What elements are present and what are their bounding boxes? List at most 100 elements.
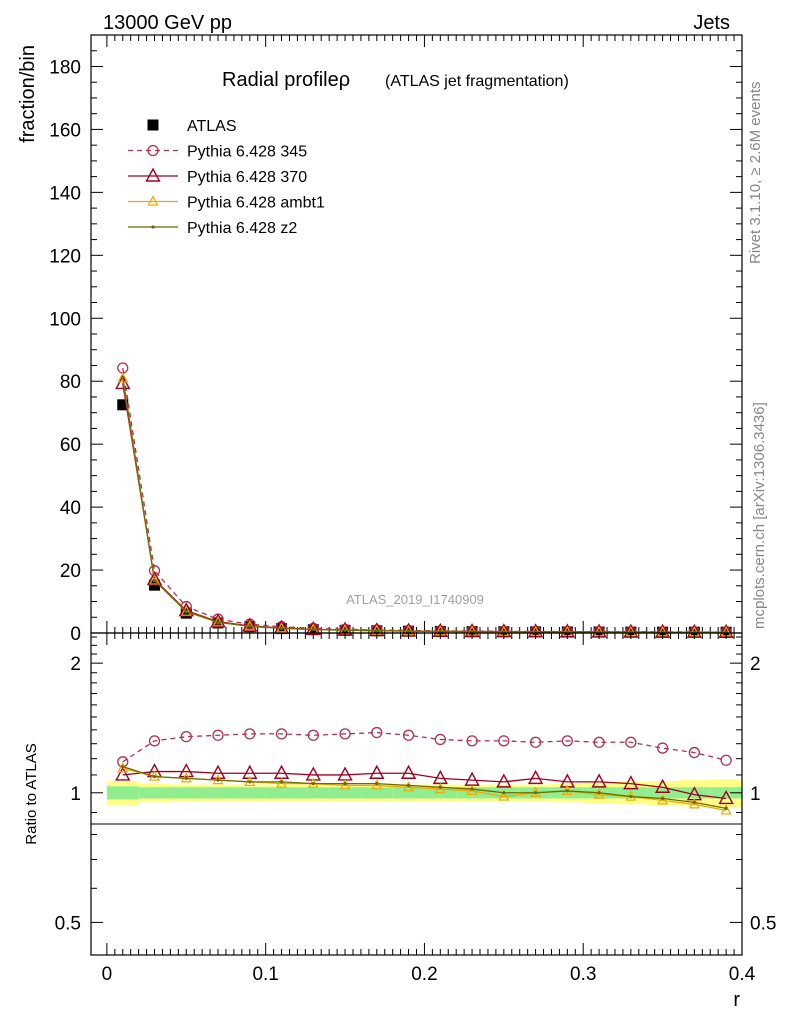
top-series-point <box>438 629 442 633</box>
ratio-series-point <box>406 783 411 788</box>
top-series-point <box>117 399 129 411</box>
ratio-series-point <box>337 766 353 781</box>
ratio-series-point <box>216 778 220 782</box>
ratio-series-point <box>498 790 510 801</box>
top-series-point <box>375 629 379 633</box>
top-chart-subtitle: (ATLAS jet fragmentation) <box>385 73 569 90</box>
ratio-band-inner <box>265 787 298 799</box>
ratio-series-point <box>148 735 161 747</box>
ratio-band-inner <box>456 787 488 799</box>
ratio-series-point <box>115 766 131 781</box>
ratio-band-inner <box>678 787 711 799</box>
legend-label: Pythia 6.428 z2 <box>187 220 297 237</box>
ratio-series-point <box>527 769 544 785</box>
ratio-series-line <box>122 731 727 763</box>
ratio-band-inner <box>233 787 266 799</box>
ratio-band-inner <box>551 787 584 799</box>
top-series-point <box>180 605 192 616</box>
top-series-point <box>406 629 411 633</box>
ratio-series-point <box>623 775 639 790</box>
ratio-series-point <box>661 796 665 801</box>
ratio-y-tick-label: 0.5 <box>55 913 81 934</box>
ratio-series-point <box>654 778 671 793</box>
top-series-point <box>311 627 315 632</box>
legend-marker <box>145 167 161 182</box>
ratio-series-point <box>533 791 538 795</box>
top-y-tick-label: 160 <box>49 120 81 141</box>
top-y-tick-label: 180 <box>49 57 81 78</box>
ratio-series-point <box>591 773 607 788</box>
ratio-series-point <box>403 780 415 792</box>
legend-marker <box>147 195 159 206</box>
ratio-series-point <box>244 728 256 740</box>
ratio-series-layer <box>115 726 734 815</box>
ratio-series-point <box>210 764 226 779</box>
top-y-axis: 0 20 40 60 80 100 120 140 160 180 <box>49 34 742 645</box>
top-y-tick-label: 100 <box>49 309 81 330</box>
ratio-series-point <box>180 731 192 743</box>
ratio-series-point <box>656 742 669 754</box>
top-panel: 0 20 40 60 80 100 120 140 160 180 Radial profileρ… <box>17 34 743 645</box>
ratio-series-3 <box>121 765 728 810</box>
ratio-band-inner <box>202 787 234 799</box>
ratio-series-point <box>692 800 696 804</box>
x-tick-label: 0.3 <box>570 964 596 985</box>
ratio-x-axis: 0 0.1 0.2 0.3 0.4 <box>102 633 756 985</box>
ratio-series-point <box>279 780 284 784</box>
ratio-band-inner <box>329 787 361 799</box>
top-series-point <box>248 624 252 628</box>
ratio-series-point <box>339 728 351 740</box>
ratio-series-point <box>276 777 288 788</box>
ratio-series-point <box>343 782 347 786</box>
ratio-panel: 0.5 0.51 12 2 0 0.1 0.2 0.3 0.4 Ratio to ATLAS … <box>23 632 776 1011</box>
ratio-series-point <box>121 765 125 769</box>
top-y-tick-label: 80 <box>60 372 81 393</box>
ratio-band-inner <box>170 787 203 799</box>
x-tick-label: 0.4 <box>729 964 756 985</box>
legend-entry: Pythia 6.428 370 <box>128 167 307 186</box>
ratio-series-point <box>718 790 734 805</box>
ratio-y-tick-label: 1 <box>70 784 81 805</box>
ratio-y-axis: 0.5 0.5 1 1 2 2 <box>55 636 776 934</box>
top-y-tick-label: 120 <box>49 246 81 267</box>
top-y-tick-label: 140 <box>49 183 81 204</box>
legend-entry: Pythia 6.428 345 <box>128 144 307 161</box>
ratio-y-axis-label: Ratio to ATLAS <box>23 743 40 844</box>
top-x-ticks <box>106 35 743 633</box>
ratio-series-point <box>529 736 542 748</box>
ratio-series-point <box>371 726 383 739</box>
ratio-series-point <box>152 775 157 779</box>
ratio-series-point <box>178 763 194 778</box>
ratio-series-point <box>629 794 633 799</box>
ratio-band-inner <box>614 787 647 799</box>
ratio-series-line <box>122 770 727 800</box>
header-left: 13000 GeV pp <box>103 12 232 34</box>
ratio-y-tick-label-right: 2 <box>750 654 761 675</box>
legend-marker <box>147 144 159 157</box>
ratio-y-tick-label-right: 0.5 <box>750 913 776 934</box>
ratio-series-point <box>496 773 512 788</box>
ratio-series-point <box>720 804 732 815</box>
ratio-series-point <box>375 782 379 786</box>
ratio-series-point <box>688 798 700 809</box>
top-y-tick-label: 0 <box>70 624 81 645</box>
header-right: Jets <box>693 12 730 34</box>
ratio-y-tick-label-right: 1 <box>750 784 761 805</box>
ratio-series-point <box>561 735 573 747</box>
ratio-series-point <box>273 764 290 779</box>
legend-entry: Pythia 6.428 z2 <box>128 220 297 237</box>
ratio-series-point <box>625 736 637 748</box>
ratio-band-inner <box>106 786 139 800</box>
top-series-point <box>343 628 347 632</box>
legend-marker <box>151 225 155 229</box>
legend-entry: Pythia 6.428 ambt1 <box>128 195 325 212</box>
ratio-series-point <box>593 788 605 799</box>
legend-label: Pythia 6.428 ambt1 <box>187 195 325 212</box>
ratio-series-point <box>502 791 506 795</box>
ratio-series-point <box>248 780 252 784</box>
ratio-series-point <box>311 782 315 786</box>
top-series-point <box>117 372 129 383</box>
top-series-point <box>121 375 125 380</box>
ratio-series-0 <box>117 726 732 768</box>
ratio-series-point <box>561 784 573 796</box>
